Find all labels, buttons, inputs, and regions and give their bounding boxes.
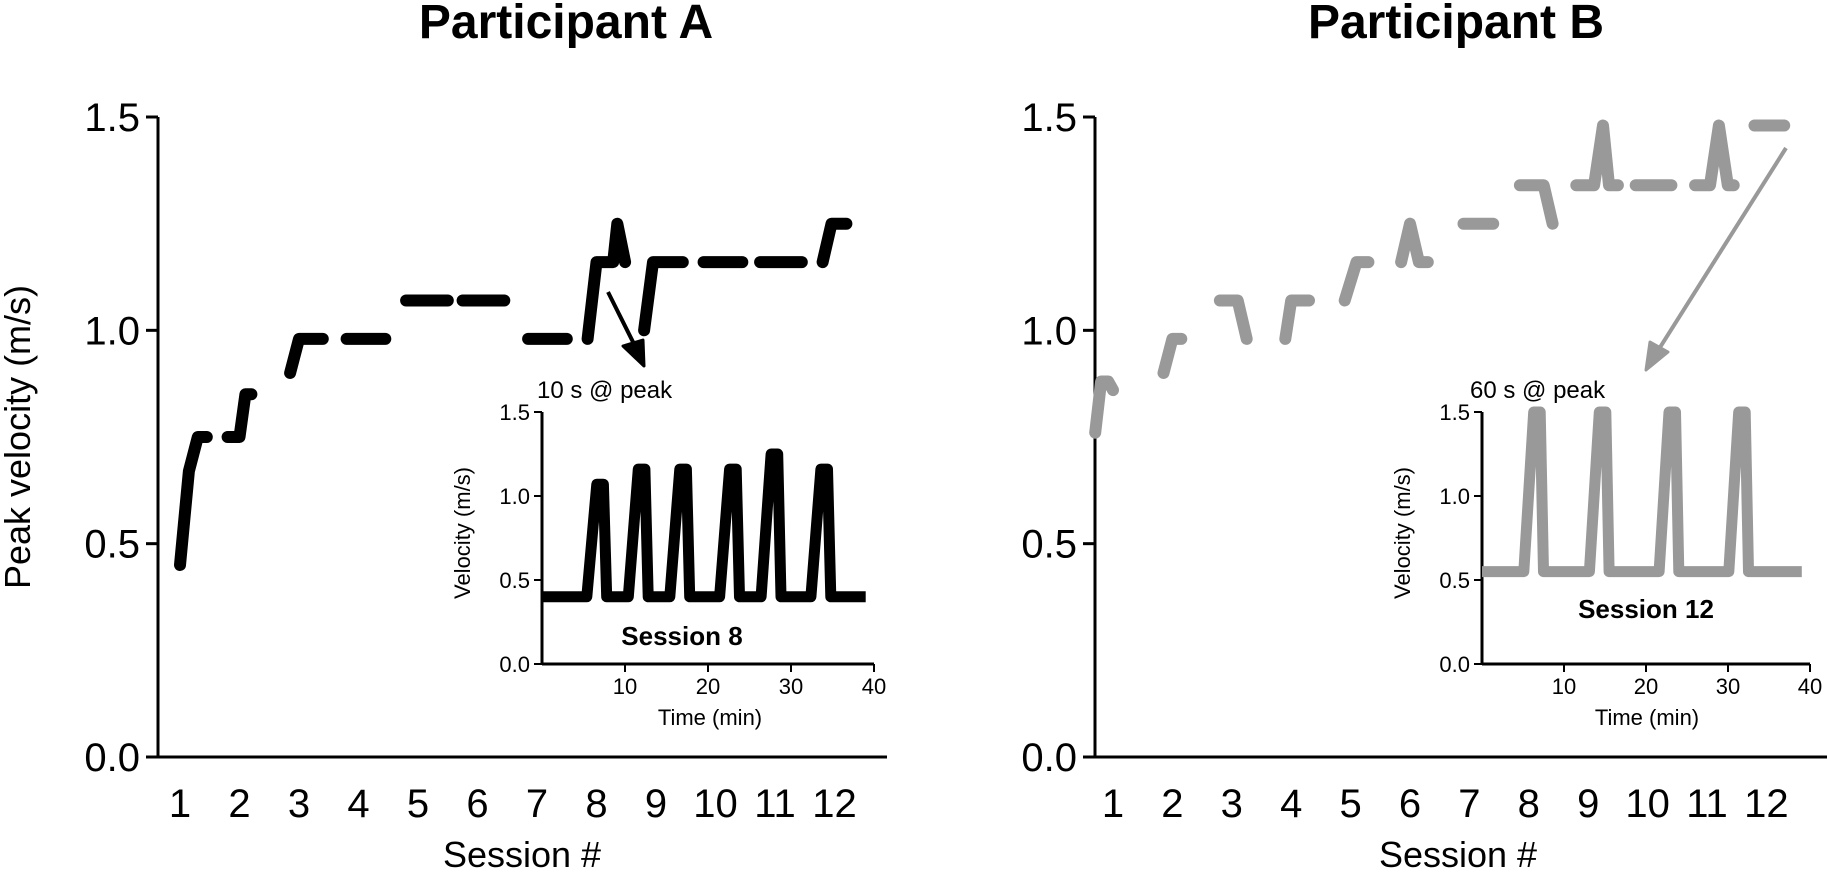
panel-a-inset-y-tick-label: 0.5 bbox=[499, 568, 530, 593]
panel-a-x-tick-label: 8 bbox=[585, 782, 607, 826]
panel-b-inset-annotation: 60 s @ peak bbox=[1470, 377, 1606, 404]
panel-b-x-tick-label: 8 bbox=[1518, 782, 1540, 826]
panel-b: Participant B 0.00.51.01.5 1 2 3 4 5 6 7 8 9 10 11… bbox=[1021, 0, 1827, 874]
panel-a-inset-session-label: Session 8 bbox=[621, 621, 742, 651]
panel-a-series-line bbox=[221, 388, 258, 443]
panel-b-inset-session-label: Session 12 bbox=[1578, 594, 1714, 624]
panel-b-title: Participant B bbox=[1308, 0, 1604, 49]
panel-a-inset-y-tick-label: 1.5 bbox=[499, 400, 530, 425]
panel-b-inset: 60 s @ peak 0.0 0.5 1.0 1.5 10 20 30 40 Sessio… bbox=[1390, 377, 1822, 730]
panel-b-y-tick-label: 1.0 bbox=[1021, 309, 1077, 353]
panel-b-x-tick-label: 4 bbox=[1280, 782, 1302, 826]
panel-a-series-line bbox=[638, 256, 689, 337]
panel-b-series-line bbox=[1689, 119, 1740, 192]
panel-a-y-tick-label: 0.5 bbox=[84, 523, 140, 567]
panel-a-title: Participant A bbox=[419, 0, 713, 49]
panel-b-inset-y-tick-label: 1.0 bbox=[1439, 484, 1470, 509]
panel-a-y-tick-label: 1.5 bbox=[84, 96, 140, 140]
panel-b-inset-y-tick-label: 0.5 bbox=[1439, 568, 1470, 593]
panel-a-inset-y-tick-label: 0.0 bbox=[499, 652, 530, 677]
panel-b-x-tick-label: 2 bbox=[1161, 782, 1183, 826]
panel-a-inset-trace bbox=[542, 448, 866, 603]
panel-a-x-tick-label: 11 bbox=[754, 782, 796, 826]
panel-a-x-tick-label: 10 bbox=[693, 782, 738, 826]
panel-b-inset-x-tick-label: 10 bbox=[1552, 674, 1576, 699]
panel-b-series-line bbox=[1213, 294, 1253, 345]
panel-a-x-tick-label: 7 bbox=[526, 782, 548, 826]
panel-b-series-line bbox=[1395, 217, 1434, 269]
panel-a-series-line bbox=[816, 217, 853, 269]
panel-a-inset-x-tick-label: 40 bbox=[862, 674, 886, 699]
panel-b-x-label: Session # bbox=[1379, 834, 1537, 874]
panel-a-x-tick-label: 12 bbox=[812, 782, 857, 826]
panel-a-x-tick-label: 3 bbox=[288, 782, 310, 826]
panel-a-x-tick-label: 4 bbox=[347, 782, 369, 826]
panel-b-inset-trace bbox=[1482, 406, 1802, 578]
panel-a-inset-x-label: Time (min) bbox=[658, 705, 762, 730]
panel-a-inset-x-tick-label: 20 bbox=[696, 674, 720, 699]
panel-b-series-line bbox=[1513, 179, 1559, 230]
panel-a-arrowhead bbox=[621, 338, 646, 368]
panel-b-x-tick-label: 3 bbox=[1221, 782, 1243, 826]
panel-b-y-tick-label: 0.0 bbox=[1021, 736, 1077, 780]
panel-b-inset-x-label: Time (min) bbox=[1595, 705, 1699, 730]
panel-a-series-line bbox=[174, 431, 213, 571]
panel-a-x-tick-label: 5 bbox=[407, 782, 429, 826]
panel-b-x-tick-label: 9 bbox=[1577, 782, 1599, 826]
panel-b-series-line bbox=[1089, 375, 1119, 439]
panel-b-inset-x-tick-label: 20 bbox=[1634, 674, 1658, 699]
panel-a-inset-x-tick-label: 30 bbox=[779, 674, 803, 699]
panel-a-y-tick-label: 1.0 bbox=[84, 309, 140, 353]
panel-a-y-tick-label: 0.0 bbox=[84, 736, 140, 780]
panel-a-x-label: Session # bbox=[443, 834, 601, 874]
panel-b-inset-x-tick-label: 30 bbox=[1716, 674, 1740, 699]
panel-a-inset-x-tick-label: 10 bbox=[613, 674, 637, 699]
panel-b-inset-y-tick-label: 0.0 bbox=[1439, 652, 1470, 677]
panel-a-y-label: Peak velocity (m/s) bbox=[0, 285, 38, 589]
panel-b-inset-x-tick-label: 40 bbox=[1798, 674, 1822, 699]
panel-b-y-tick-label: 1.5 bbox=[1021, 96, 1077, 140]
panel-b-x-tick-label: 5 bbox=[1339, 782, 1361, 826]
panel-a-inset-y-label: Velocity (m/s) bbox=[450, 467, 475, 599]
panel-b-inset-y-label: Velocity (m/s) bbox=[1390, 467, 1415, 599]
panel-b-series-line bbox=[1570, 119, 1624, 192]
panel-b-arrow bbox=[1650, 146, 1788, 362]
panel-a: Participant A 0.00.51.01.5 1 2 3 4 5 6 7 8 9 10 11… bbox=[0, 0, 887, 874]
panel-a-inset: 10 s @ peak 0.0 0.5 1.0 1.5 10 20 30 40 Sessio… bbox=[450, 377, 886, 730]
panel-b-x-tick-label: 7 bbox=[1458, 782, 1480, 826]
panel-b-x-tick-label: 11 bbox=[1686, 782, 1728, 826]
panel-b-series-line bbox=[1338, 256, 1375, 307]
panel-a-series-line bbox=[581, 217, 632, 345]
panel-b-inset-y-tick-label: 1.5 bbox=[1439, 400, 1470, 425]
panel-a-series-line bbox=[284, 332, 329, 379]
panel-b-x-tick-label: 1 bbox=[1102, 782, 1124, 826]
panel-a-x-tick-label: 2 bbox=[228, 782, 250, 826]
panel-a-x-tick-label: 6 bbox=[466, 782, 488, 826]
panel-b-x-tick-label: 12 bbox=[1744, 782, 1789, 826]
panel-b-arrowhead bbox=[1644, 340, 1670, 372]
panel-a-inset-annotation: 10 s @ peak bbox=[537, 377, 673, 404]
panel-a-x-tick-label: 1 bbox=[169, 782, 191, 826]
panel-b-series-line bbox=[1279, 294, 1315, 345]
panel-b-x-tick-label: 6 bbox=[1399, 782, 1421, 826]
panel-b-y-tick-label: 0.5 bbox=[1021, 523, 1077, 567]
panel-b-series-line bbox=[1157, 332, 1188, 379]
panel-b-x-tick-label: 10 bbox=[1625, 782, 1670, 826]
panel-a-inset-y-tick-label: 1.0 bbox=[499, 484, 530, 509]
panel-a-x-tick-label: 9 bbox=[645, 782, 667, 826]
